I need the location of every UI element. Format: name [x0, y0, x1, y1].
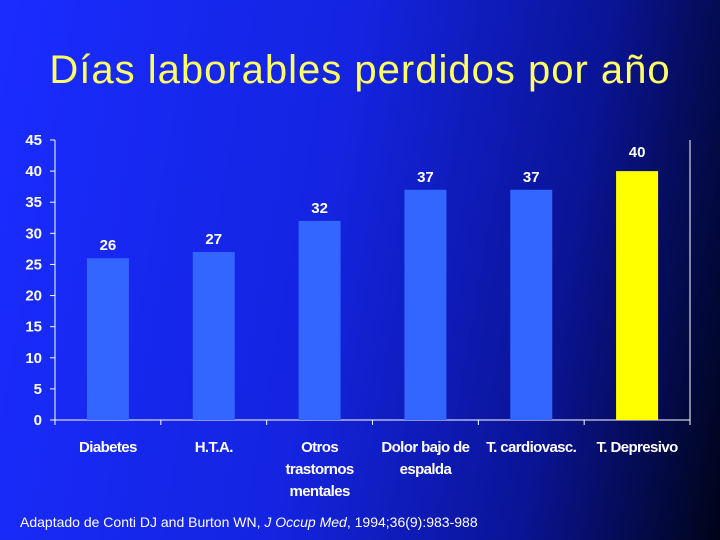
bar [192, 252, 235, 420]
chart-data-labels: 26 27 32 37 37 40 [100, 144, 646, 254]
category-label: Otros [301, 439, 338, 456]
category-label: Dolor bajo de [381, 439, 469, 456]
y-tick-label: 40 [25, 163, 42, 180]
bar [298, 220, 341, 420]
category-label: trastornos [285, 461, 353, 478]
data-label: 37 [417, 169, 434, 186]
citation: Adaptado de Conti DJ and Burton WN, J Oc… [20, 514, 710, 530]
citation-journal: J Occup Med [264, 514, 347, 530]
bar [616, 171, 659, 420]
bar [404, 189, 447, 420]
category-label: Diabetes [79, 439, 137, 456]
y-tick-label: 10 [25, 350, 42, 367]
y-tick-label: 20 [25, 288, 42, 305]
y-tick-label: 45 [25, 132, 42, 149]
y-tick-label: 25 [25, 256, 42, 273]
citation-prefix: Adaptado de Conti DJ and Burton WN, [20, 514, 265, 530]
bar [86, 258, 129, 420]
y-tick-label: 5 [34, 381, 42, 398]
y-tick-label: 30 [25, 225, 42, 242]
bar [510, 189, 553, 420]
data-label: 37 [523, 169, 540, 186]
data-label: 26 [100, 237, 117, 254]
category-label: T. cardiovasc. [486, 439, 576, 456]
data-label: 40 [629, 144, 646, 161]
y-tick-label: 35 [25, 194, 42, 211]
category-label: espalda [400, 461, 453, 478]
chart-axes: 0 5 10 15 20 25 30 35 40 45 [25, 132, 691, 429]
y-tick-label: 15 [25, 319, 42, 336]
slide-title: Días laborables perdidos por año [49, 48, 671, 92]
citation-suffix: , 1994;36(9):983-988 [346, 514, 478, 530]
category-label: T. Depresivo [596, 439, 678, 456]
category-label: H.T.A. [195, 439, 234, 456]
category-label: mentales [289, 483, 349, 500]
y-tick-label: 0 [34, 412, 42, 429]
chart-category-labels: Diabetes H.T.A. Otros trastornos mentales Dol… [79, 439, 679, 500]
data-label: 27 [205, 231, 222, 248]
data-label: 32 [311, 200, 328, 217]
chart-bars [86, 171, 659, 420]
